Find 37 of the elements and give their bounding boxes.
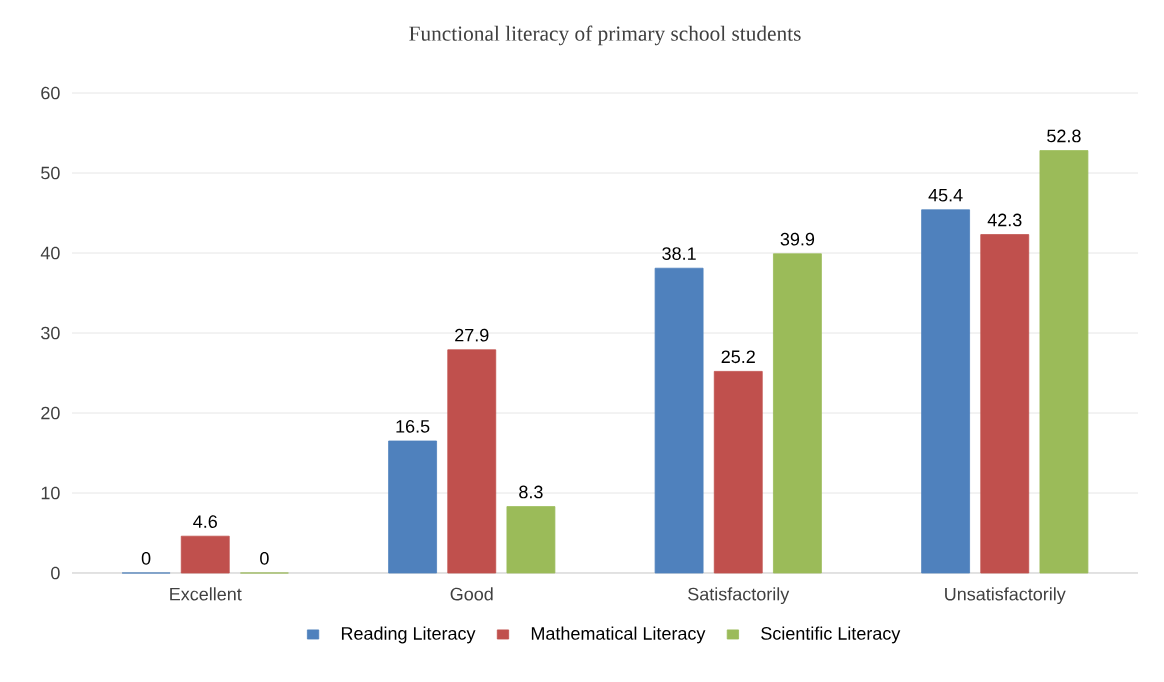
data-label: 38.1 xyxy=(662,247,696,260)
x-tick-label: Unsatisfactorily xyxy=(945,587,1066,605)
y-tick-label: 60 xyxy=(41,86,60,100)
data-label: 0 xyxy=(141,551,151,565)
x-tick-label: Good xyxy=(450,587,493,601)
bar xyxy=(713,371,763,574)
data-label: 39.9 xyxy=(780,232,815,246)
x-tick-label: Excellent xyxy=(170,587,242,601)
legend-label: Reading Literacy xyxy=(341,626,476,644)
data-label: 52.8 xyxy=(1047,129,1081,143)
bar xyxy=(388,440,437,574)
data-label: 8.3 xyxy=(519,485,543,499)
bar xyxy=(921,209,970,574)
data-label: 4.6 xyxy=(193,515,217,528)
y-tick-label: 20 xyxy=(41,406,60,420)
y-tick-label: 50 xyxy=(41,166,60,180)
data-label: 25.2 xyxy=(721,350,755,364)
bar xyxy=(506,506,556,574)
x-tick-label: Satisfactorily xyxy=(688,587,790,605)
data-label: 45.4 xyxy=(928,188,963,202)
data-label: 42.3 xyxy=(987,213,1022,227)
chart-title: Functional literacy of primary school students xyxy=(409,25,801,46)
bar xyxy=(447,349,497,574)
legend-label: Mathematical Literacy xyxy=(531,626,706,644)
data-label: 27.9 xyxy=(455,328,489,342)
y-tick-label: 30 xyxy=(41,326,60,340)
bar xyxy=(773,253,822,574)
legend-label: Scientific Literacy xyxy=(761,626,901,644)
y-tick-label: 10 xyxy=(41,486,60,500)
data-label: 16.5 xyxy=(396,419,430,433)
bar xyxy=(980,234,1030,574)
bar xyxy=(654,267,704,574)
y-tick-label: 0 xyxy=(51,566,60,580)
bar xyxy=(1039,150,1089,574)
data-label: 0 xyxy=(260,551,269,565)
bar xyxy=(180,535,230,574)
y-tick-label: 40 xyxy=(40,246,60,260)
